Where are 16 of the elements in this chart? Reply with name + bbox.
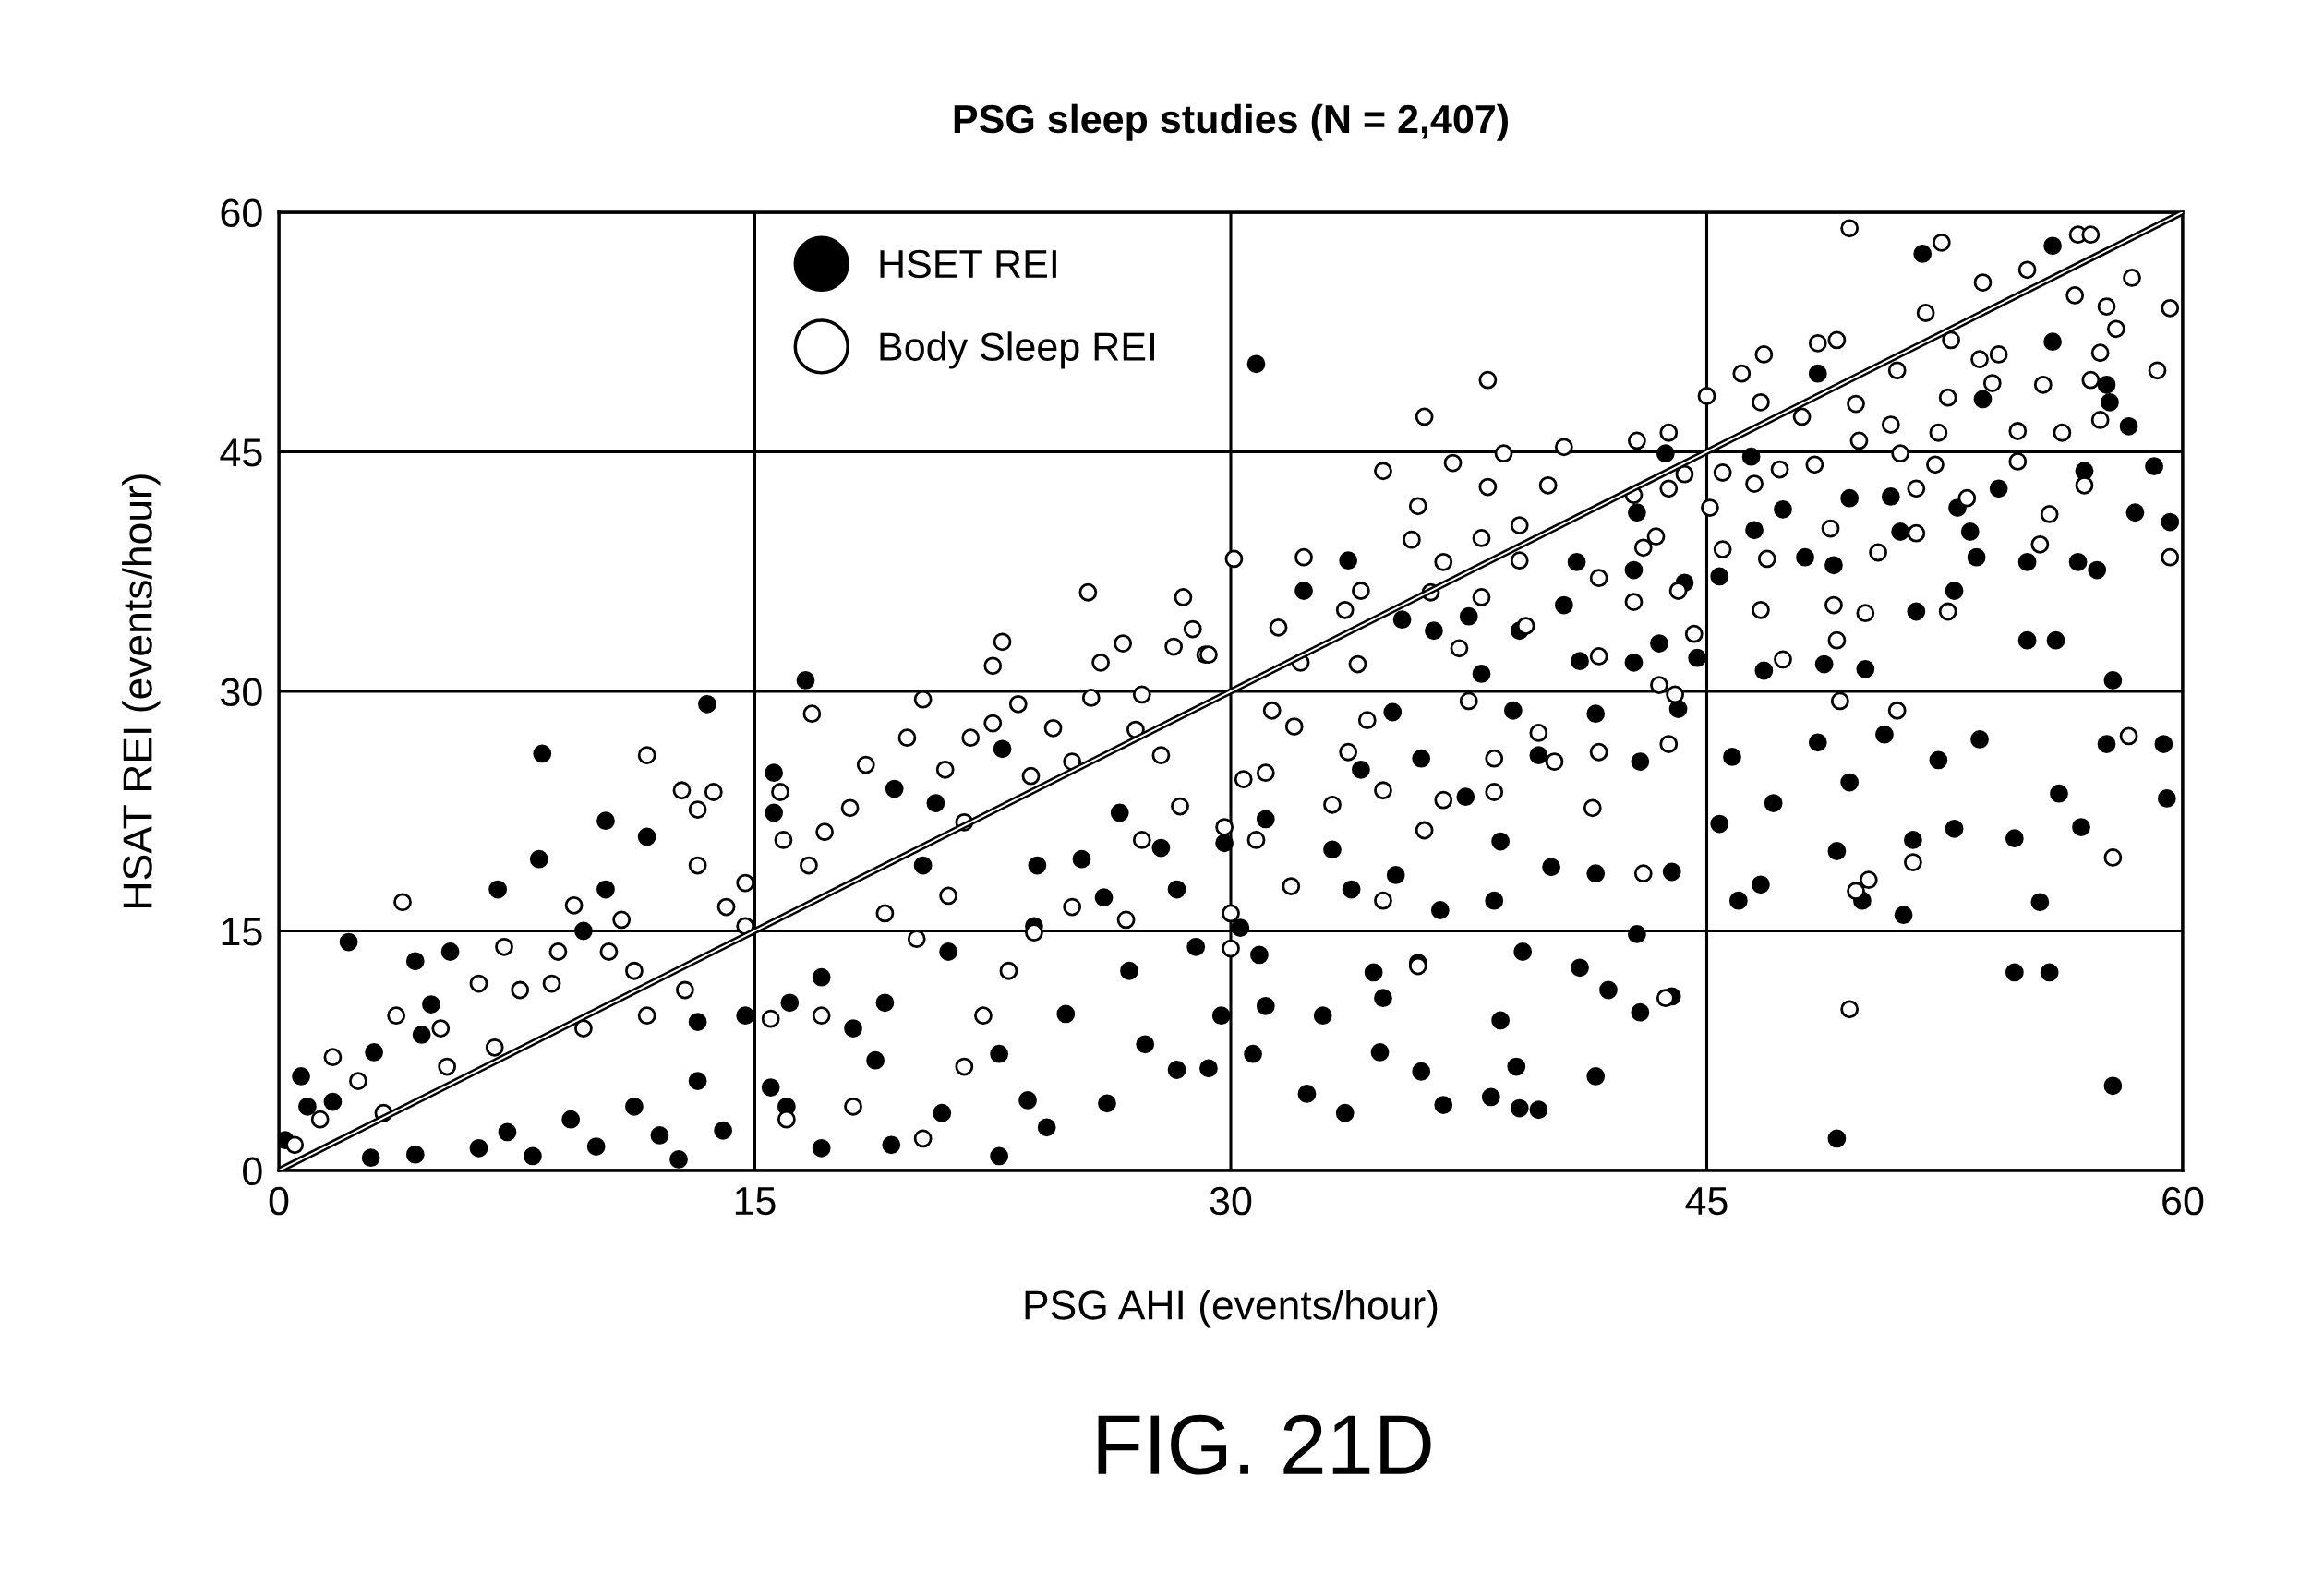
legend-label: Body Sleep REI [880,331,1154,369]
y-tick-label: 45 [220,438,262,467]
y-tick-label: 60 [221,198,262,228]
legend-label: HSET REI [880,249,1056,279]
chart-title: PSG sleep studies (N = 2,407) [954,103,1508,141]
y-tick-label: 15 [222,918,262,946]
x-tick-label: 15 [735,1187,776,1216]
x-tick-label: 60 [2162,1186,2204,1216]
caption: FIG. 21D [1098,1414,1431,1475]
x-tick-label: 45 [1685,1187,1728,1216]
x-axis-title: PSG AHI (events/hour) [1025,1290,1438,1328]
y-tick-label: 0 [243,1157,262,1186]
y-axis-title: HSAT REI (events/hour) [122,474,161,907]
x-tick-label: 30 [1210,1186,1252,1216]
x-tick-label: 0 [269,1186,289,1216]
y-tick-label: 30 [221,678,262,707]
